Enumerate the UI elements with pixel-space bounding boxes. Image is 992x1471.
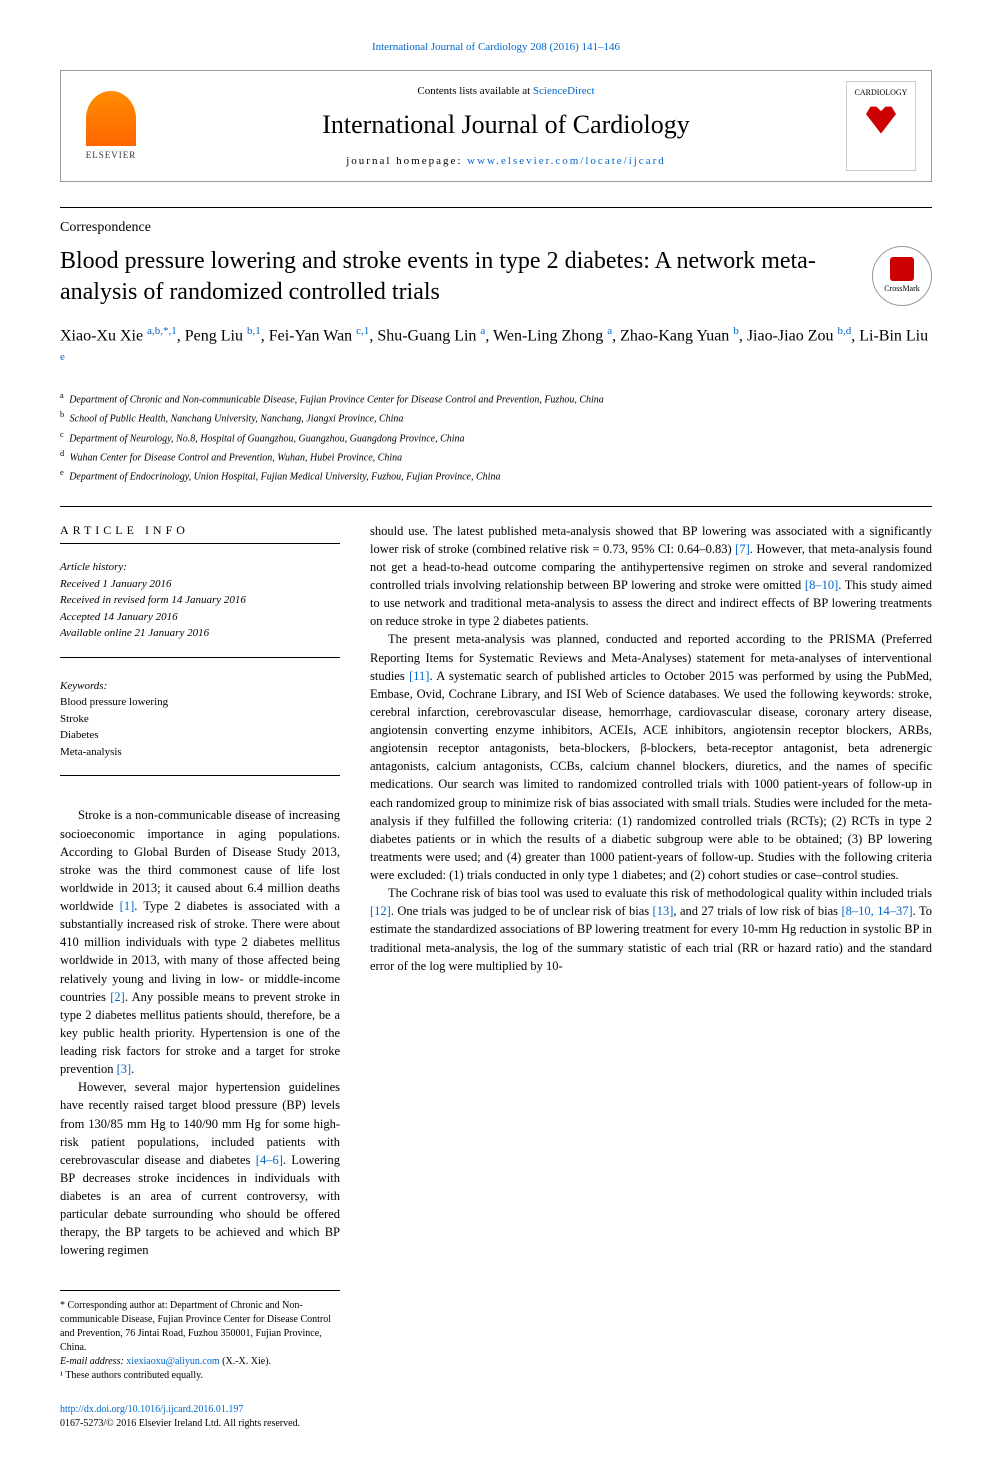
- section-type: Correspondence: [60, 207, 932, 238]
- body-right-column: should use. The latest published meta-an…: [370, 522, 932, 1383]
- email-link[interactable]: xiexiaoxu@aliyun.com: [126, 1356, 219, 1367]
- equal-contribution-note: ¹ These authors contributed equally.: [60, 1369, 340, 1383]
- crossmark-icon: [890, 257, 914, 281]
- homepage-link[interactable]: www.elsevier.com/locate/ijcard: [467, 155, 666, 167]
- journal-name: International Journal of Cardiology: [166, 107, 846, 143]
- contents-prefix: Contents lists available at: [417, 85, 532, 97]
- keyword-item: Diabetes: [60, 727, 340, 744]
- reference-link[interactable]: [13]: [653, 904, 674, 918]
- affiliation-item: c Department of Neurology, No.8, Hospita…: [60, 428, 932, 447]
- history-received: Received 1 January 2016: [60, 576, 340, 593]
- cardiology-cover-icon: CARDIOLOGY: [846, 81, 916, 171]
- elsevier-logo: ELSEVIER: [76, 86, 146, 166]
- corresponding-author-note: * Corresponding author at: Department of…: [60, 1299, 340, 1355]
- history-revised: Received in revised form 14 January 2016: [60, 592, 340, 609]
- keyword-item: Meta-analysis: [60, 744, 340, 761]
- article-history: Article history: Received 1 January 2016…: [60, 559, 340, 658]
- reference-link[interactable]: [1]: [120, 899, 135, 913]
- crossmark-label: CrossMark: [884, 283, 920, 294]
- affiliation-item: d Wuhan Center for Disease Control and P…: [60, 447, 932, 466]
- history-label: Article history:: [60, 559, 340, 576]
- reference-link[interactable]: [4–6]: [256, 1153, 283, 1167]
- history-accepted: Accepted 14 January 2016: [60, 609, 340, 626]
- email-label: E-mail address:: [60, 1356, 126, 1367]
- elsevier-tree-icon: [86, 91, 136, 146]
- authors-list: Xiao-Xu Xie a,b,*,1, Peng Liu b,1, Fei-Y…: [60, 323, 932, 374]
- article-title: Blood pressure lowering and stroke event…: [60, 246, 852, 308]
- body-paragraph-1: Stroke is a non-communicable disease of …: [60, 806, 340, 1078]
- journal-header: ELSEVIER Contents lists available at Sci…: [60, 70, 932, 182]
- body-paragraph-3: should use. The latest published meta-an…: [370, 522, 932, 631]
- article-info-heading: ARTICLE INFO: [60, 522, 340, 545]
- reference-link[interactable]: [8–10, 14–37]: [841, 904, 912, 918]
- reference-link[interactable]: [12]: [370, 904, 391, 918]
- sciencedirect-link[interactable]: ScienceDirect: [533, 85, 595, 97]
- footnotes: * Corresponding author at: Department of…: [60, 1290, 340, 1383]
- journal-citation: International Journal of Cardiology 208 …: [60, 40, 932, 55]
- reference-link[interactable]: [8–10]: [805, 578, 838, 592]
- keywords-block: Keywords: Blood pressure loweringStrokeD…: [60, 678, 340, 777]
- reference-link[interactable]: [7]: [735, 542, 750, 556]
- homepage-prefix: journal homepage:: [346, 155, 467, 167]
- contents-line: Contents lists available at ScienceDirec…: [166, 84, 846, 99]
- body-paragraph-4: The present meta-analysis was planned, c…: [370, 630, 932, 884]
- keywords-label: Keywords:: [60, 678, 340, 695]
- email-line: E-mail address: xiexiaoxu@aliyun.com (X.…: [60, 1355, 340, 1369]
- crossmark-badge[interactable]: CrossMark: [872, 246, 932, 306]
- issn-copyright: 0167-5273/© 2016 Elsevier Ireland Ltd. A…: [60, 1417, 932, 1431]
- body-left-column: Stroke is a non-communicable disease of …: [60, 806, 340, 1259]
- reference-link[interactable]: [11]: [409, 669, 429, 683]
- keyword-item: Blood pressure lowering: [60, 694, 340, 711]
- reference-link[interactable]: [2]: [110, 990, 125, 1004]
- article-footer: http://dx.doi.org/10.1016/j.ijcard.2016.…: [60, 1403, 932, 1431]
- email-suffix: (X.-X. Xie).: [220, 1356, 271, 1367]
- cardiology-label: CARDIOLOGY: [855, 87, 908, 98]
- affiliation-item: a Department of Chronic and Non-communic…: [60, 389, 932, 408]
- reference-link[interactable]: [3]: [117, 1062, 132, 1076]
- homepage-line: journal homepage: www.elsevier.com/locat…: [166, 154, 846, 169]
- heart-icon: [866, 104, 896, 134]
- body-paragraph-5: The Cochrane risk of bias tool was used …: [370, 884, 932, 975]
- history-online: Available online 21 January 2016: [60, 625, 340, 642]
- body-paragraph-2: However, several major hypertension guid…: [60, 1078, 340, 1259]
- keyword-item: Stroke: [60, 711, 340, 728]
- affiliation-item: b School of Public Health, Nanchang Univ…: [60, 408, 932, 427]
- journal-citation-link[interactable]: International Journal of Cardiology 208 …: [372, 41, 620, 53]
- elsevier-label: ELSEVIER: [86, 149, 137, 162]
- affiliations-list: a Department of Chronic and Non-communic…: [60, 389, 932, 486]
- doi-link[interactable]: http://dx.doi.org/10.1016/j.ijcard.2016.…: [60, 1404, 243, 1415]
- affiliation-item: e Department of Endocrinology, Union Hos…: [60, 466, 932, 485]
